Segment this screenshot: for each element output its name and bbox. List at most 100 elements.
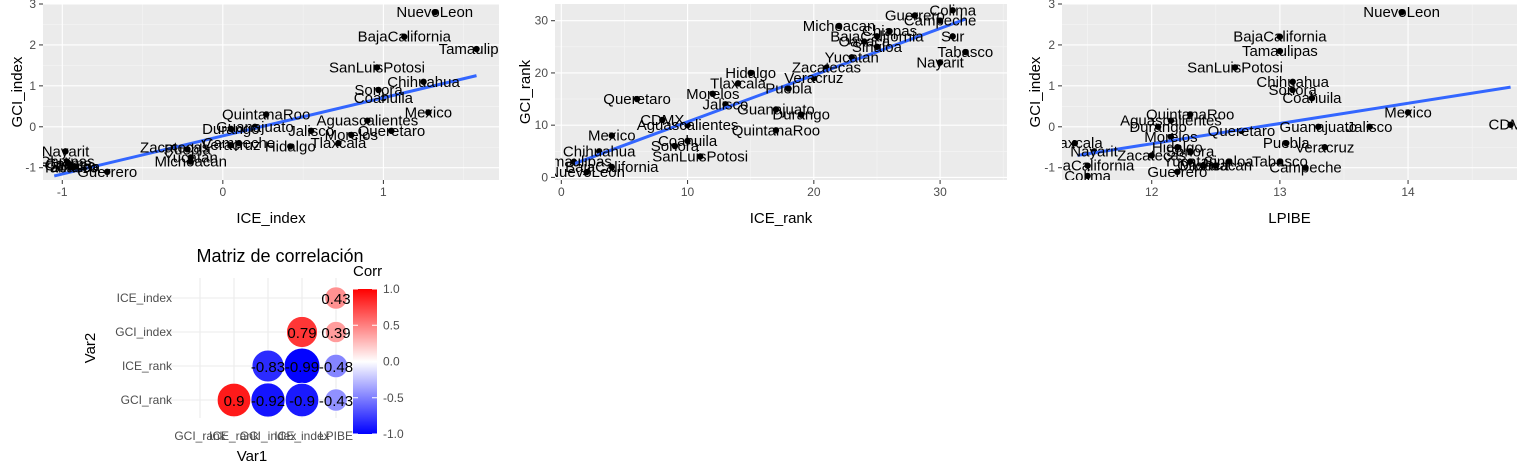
point-label: Coahuila: [658, 133, 718, 150]
point-label: BajaCalifornia: [1041, 158, 1135, 175]
x-tick-label: -1: [57, 185, 68, 199]
x-tick-label: 1: [380, 185, 387, 199]
point-label: Jalisco: [703, 96, 749, 113]
data-point: [184, 146, 191, 153]
data-point: [608, 163, 616, 171]
y-tick-label: 1: [29, 79, 36, 93]
point-label: Michoacan: [803, 18, 876, 35]
point-label: Aguascalientes: [316, 113, 418, 130]
point-label: Durango: [772, 107, 830, 124]
point-label: Tabasco: [937, 44, 993, 61]
legend-tick-label: -0.5: [383, 391, 404, 405]
scatter-lpibe-vs-gci-index: 12 13 14-10123LPIBEGCI_indexNuevoLeonBajaC…: [1027, 0, 1517, 227]
correlation-value: 0.43: [321, 291, 350, 308]
data-point: [1154, 123, 1162, 130]
data-point: [227, 142, 235, 149]
correlation-circle: [284, 382, 320, 418]
data-point: [1174, 144, 1181, 151]
x-axis-title: ICE_index: [236, 210, 306, 227]
data-point: [63, 158, 71, 165]
y-tick-label: -1: [25, 161, 36, 175]
data-point: [1225, 158, 1232, 165]
point-label: Durango: [1129, 119, 1187, 136]
x-tick-label: GCI_index: [240, 429, 297, 443]
legend-tick-label: -1.0: [383, 427, 404, 441]
data-point: [1174, 168, 1181, 176]
scatter-ice-index-vs-gci-index: -1 0 1 -1 0 1 2 3 ICE_index GCI_index NuevoLeon Baj…: [9, 0, 499, 227]
data-point: [1167, 117, 1175, 124]
point-label: BajaCalifornia: [830, 28, 924, 45]
x-axis-title: Var1: [237, 448, 268, 465]
x-tick-label: 10: [681, 185, 695, 199]
data-point: [949, 33, 956, 40]
point-label: Chihuahua: [1256, 74, 1329, 91]
plot-panel: [43, 4, 499, 180]
data-point: [772, 127, 780, 134]
correlation-value: -0.92: [251, 393, 285, 410]
data-point: [1404, 109, 1412, 116]
data-point: [684, 137, 691, 145]
point-label: Jalisco: [288, 123, 334, 140]
point-label: CDMX: [640, 112, 684, 129]
point-label: Chihuahua: [387, 74, 460, 91]
point-label: Chiapas: [40, 154, 95, 171]
data-point: [1276, 33, 1284, 40]
point-label: Mexico: [588, 128, 636, 145]
data-point: [671, 142, 679, 150]
point-label: Sonora: [651, 138, 700, 155]
data-point: [1289, 78, 1296, 85]
point-label: QuintanaRoo: [732, 122, 820, 139]
point-label: Veracruz: [201, 137, 260, 154]
data-point: [1186, 148, 1194, 155]
point-label: SanLuisPotosi: [1187, 59, 1283, 76]
point-label: Guanajuato: [737, 101, 815, 118]
data-point: [1289, 86, 1296, 94]
point-label: Zacatecas: [792, 60, 861, 77]
point-label: Oaxaca: [838, 34, 890, 51]
point-label: Oaxaca: [1177, 158, 1229, 175]
data-point: [1315, 123, 1322, 130]
point-label: Guanajuato: [1280, 119, 1358, 136]
point-label: Puebla: [164, 141, 211, 158]
point-label: Sonora: [354, 82, 403, 99]
data-point: [431, 8, 438, 16]
y-tick-label: 2: [29, 38, 36, 52]
point-label: BajaCalifornia: [1233, 29, 1327, 46]
y-axis-title: GCI_index: [9, 56, 26, 127]
data-point: [1167, 133, 1175, 141]
y-tick-label: 0: [1048, 120, 1055, 134]
data-point: [848, 54, 855, 61]
data-point: [659, 116, 666, 124]
point-label: NuevoLeon: [548, 164, 625, 181]
data-point: [388, 127, 395, 135]
regression-line: [53, 74, 477, 178]
data-point: [798, 111, 805, 118]
data-point: [1212, 162, 1220, 169]
data-point: [425, 109, 432, 116]
point-label: Campeche: [904, 13, 977, 30]
data-point: [187, 158, 194, 165]
data-point: [835, 22, 843, 30]
correlation-value: -0.9: [289, 393, 315, 410]
x-tick-label: 30: [933, 185, 947, 199]
point-label: Sinaloa: [50, 159, 101, 176]
point-label: Campeche: [203, 135, 276, 152]
point-label: Morelos: [325, 127, 378, 144]
data-point: [287, 143, 294, 150]
y-tick-label: GCI_rank: [121, 393, 173, 407]
x-tick-label: 13: [1273, 185, 1287, 199]
point-label: Zacatecas: [140, 139, 209, 156]
point-label: Coahuila: [354, 90, 414, 107]
data-point: [1308, 94, 1316, 102]
scatter-ice-rank-vs-gci-rank: 0 10 20 30 0 10 20 30 ICE_rank GCI_rank ColimaGuer…: [517, 4, 1007, 227]
point-label: Aguascalientes: [637, 117, 739, 134]
data-point: [1071, 139, 1079, 147]
data-point: [335, 139, 342, 147]
data-point: [1186, 158, 1194, 165]
y-tick-label: 3: [29, 0, 36, 11]
point-label: Queretaro: [358, 123, 426, 140]
data-point: [861, 38, 868, 45]
point-label: Hidalgo: [725, 65, 776, 82]
point-label: Guerrero: [1147, 164, 1207, 181]
